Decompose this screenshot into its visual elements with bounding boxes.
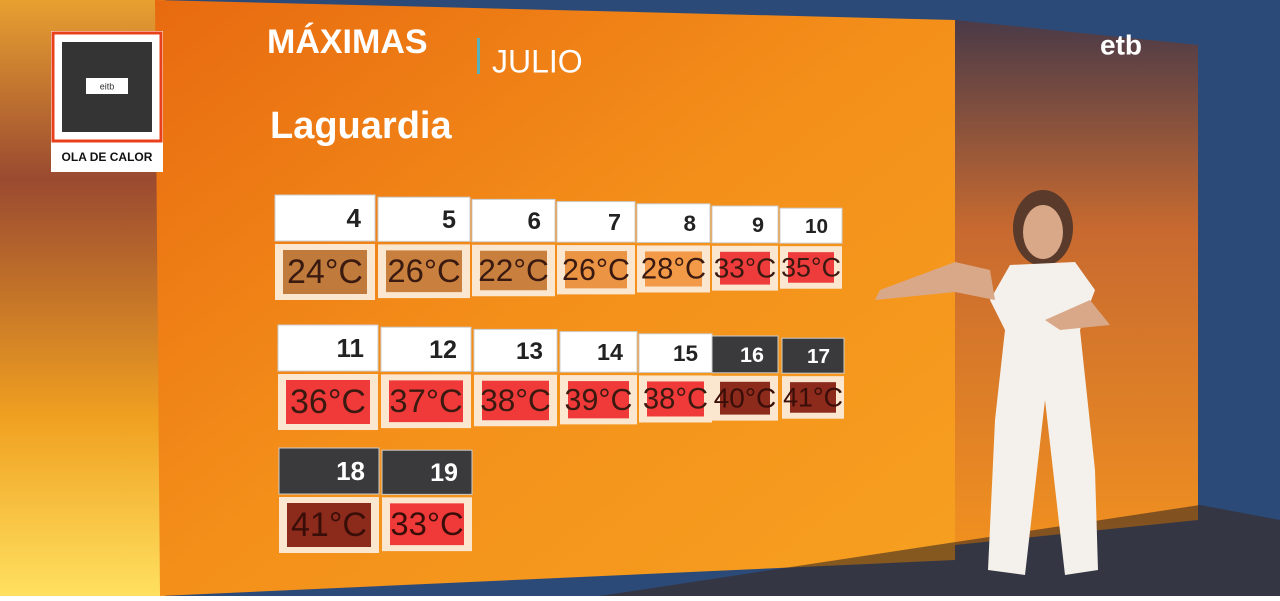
day-cell	[636, 203, 711, 243]
day-label: 7	[608, 209, 621, 235]
day-cell	[377, 196, 471, 242]
temp-label: 33°C	[714, 253, 777, 284]
day-label: 12	[429, 336, 457, 364]
day-cell	[779, 207, 843, 244]
temp-label: 35°C	[781, 253, 841, 283]
day-label: 13	[516, 338, 543, 365]
temp-fill	[647, 381, 704, 417]
month: JULIO	[492, 43, 583, 79]
temp-label: 41°C	[291, 506, 367, 544]
badge-label: OLA DE CALOR	[62, 150, 153, 164]
day-cell	[471, 198, 556, 243]
day-label: 17	[807, 345, 830, 368]
day-cell	[473, 328, 558, 373]
logo: etb	[1100, 29, 1142, 60]
temp-fill	[720, 251, 770, 285]
day-label: 10	[805, 215, 828, 238]
day-cell	[781, 337, 845, 374]
presenter	[875, 190, 1110, 575]
day-cell	[381, 449, 473, 495]
temp-fill	[386, 250, 462, 293]
day-label: 8	[684, 211, 697, 236]
temp-fill	[565, 251, 627, 289]
temp-fill	[720, 381, 770, 415]
day-cell	[638, 333, 713, 373]
temp-fill	[283, 250, 367, 294]
temp-fill	[645, 251, 702, 287]
day-label: 9	[752, 212, 764, 237]
day-cell	[559, 331, 638, 373]
temp-label: 24°C	[287, 253, 363, 291]
day-label: 4	[347, 203, 362, 233]
temp-fill	[482, 380, 549, 421]
temp-label: 38°C	[480, 382, 551, 418]
temp-label: 36°C	[290, 383, 366, 421]
day-label: 18	[336, 456, 365, 486]
day-cell	[711, 335, 779, 374]
temp-fill	[390, 503, 464, 546]
day-label: 15	[673, 341, 698, 366]
day-label: 5	[442, 206, 456, 234]
temp-label: 26°C	[562, 253, 630, 287]
day-cell	[274, 194, 376, 242]
temp-label: 39°C	[565, 383, 633, 417]
temp-fill	[286, 380, 370, 424]
temp-fill	[389, 380, 463, 423]
qr-center	[86, 78, 128, 94]
qr-frame	[51, 31, 163, 143]
temp-label: 37°C	[389, 382, 462, 419]
title: MÁXIMAS	[267, 23, 428, 61]
temp-label: 26°C	[387, 252, 460, 289]
title-divider	[477, 38, 480, 74]
temp-label: 41°C	[783, 383, 843, 413]
temp-fill	[568, 381, 629, 419]
temp-fill	[788, 252, 834, 283]
day-cell	[556, 201, 636, 243]
day-label: 11	[337, 333, 365, 363]
temp-label: 28°C	[641, 254, 706, 286]
day-label: 6	[528, 208, 541, 235]
temp-fill	[790, 382, 836, 413]
day-label: 16	[740, 342, 764, 367]
temp-label: 22°C	[478, 252, 549, 288]
day-cell	[711, 205, 779, 244]
temp-fill	[287, 503, 371, 547]
floor	[600, 505, 1280, 596]
qr-text: eitb	[100, 81, 115, 91]
day-label: 19	[430, 459, 458, 487]
place: Laguardia	[270, 105, 452, 147]
day-label: 14	[597, 339, 623, 365]
temp-label: 38°C	[643, 384, 708, 416]
temp-label: 33°C	[390, 505, 463, 542]
main-screen	[155, 0, 955, 596]
day-cell	[278, 447, 380, 495]
temp-label: 40°C	[714, 383, 777, 414]
temp-fill	[480, 250, 547, 291]
day-cell	[380, 326, 472, 372]
day-cell	[277, 324, 379, 372]
badge-label-bg	[51, 144, 163, 172]
